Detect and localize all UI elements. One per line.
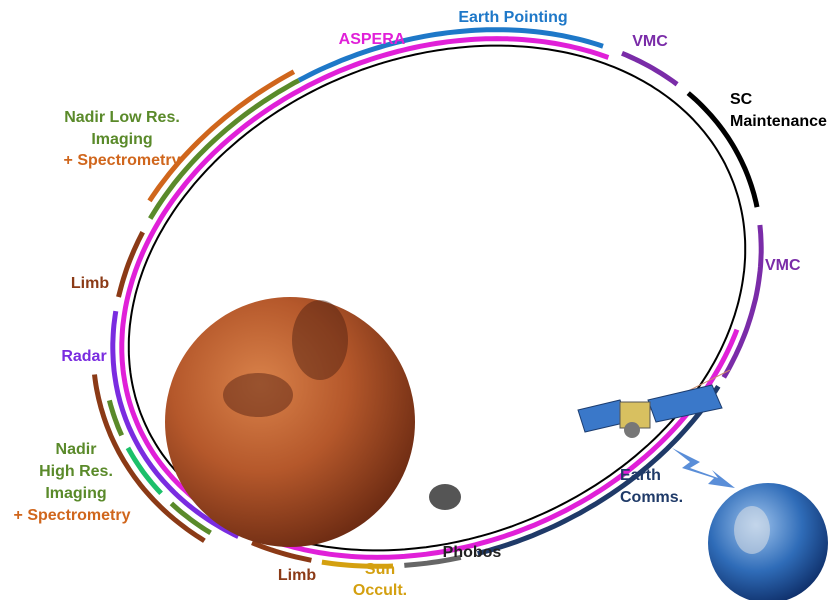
orbit-segment — [119, 36, 740, 560]
orbit-segment — [477, 384, 721, 556]
orbit-segment — [116, 231, 145, 298]
label: VMC — [632, 33, 668, 50]
orbit-segment — [147, 69, 296, 203]
label: Occult. — [353, 582, 407, 599]
orbit-segment — [110, 310, 240, 539]
label: VMC — [765, 257, 801, 274]
earth — [708, 483, 828, 600]
orbit-segment — [721, 224, 764, 379]
orbit-segments — [92, 27, 764, 569]
orbit-segment — [125, 446, 163, 496]
orbit-segment — [169, 501, 212, 536]
label: Comms. — [620, 489, 683, 506]
mars-feature — [223, 373, 293, 417]
label: High Res. — [39, 463, 113, 480]
orbit-segment — [92, 374, 206, 543]
orbit-segment — [251, 540, 312, 563]
label: Limb — [71, 275, 109, 292]
label: Maintenance — [730, 113, 827, 130]
label: ASPERA — [339, 31, 406, 48]
spacecraft — [577, 369, 731, 438]
label: Sun — [365, 561, 395, 578]
mars — [165, 297, 415, 547]
orbit-segment — [321, 559, 394, 569]
label: SC — [730, 91, 753, 108]
label: Radar — [61, 348, 106, 365]
label: + Spectrometry — [14, 507, 131, 524]
earth-cloud — [734, 506, 770, 554]
orbit-segment — [297, 27, 604, 83]
orbit-segment — [404, 554, 462, 568]
label: Nadir — [56, 441, 97, 458]
label: Earth Pointing — [458, 9, 567, 26]
orbit-segment — [686, 91, 760, 208]
label: Phobos — [443, 544, 502, 561]
orbit-segment — [621, 50, 679, 87]
label: Nadir Low Res. — [64, 109, 180, 126]
label: Imaging — [91, 131, 152, 148]
comm-arrow — [672, 448, 735, 488]
orbit-segment — [106, 399, 124, 437]
label: + Spectrometry — [64, 152, 181, 169]
orbit-segment — [127, 44, 747, 552]
mars-feature — [292, 300, 348, 380]
phobos-moon — [429, 484, 461, 510]
orbit-segment — [148, 78, 301, 220]
label: Earth — [620, 467, 661, 484]
label: Imaging — [45, 485, 106, 502]
label: Limb — [278, 567, 316, 584]
